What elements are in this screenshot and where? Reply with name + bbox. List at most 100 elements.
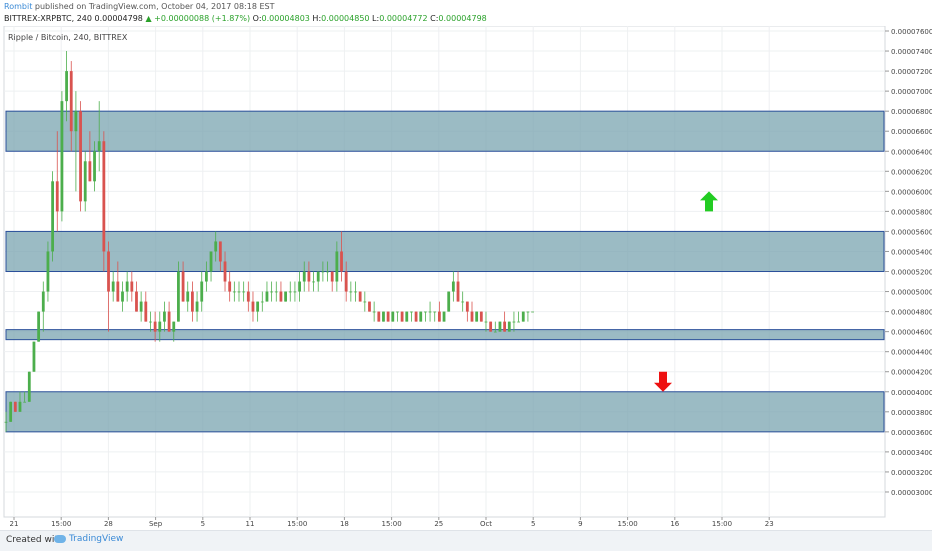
candle-body <box>386 311 390 322</box>
y-tick-label: 0.00005400 <box>891 248 932 256</box>
candle-body <box>209 251 213 272</box>
candle-body <box>163 311 166 322</box>
y-tick-label: 0.00003600 <box>891 429 932 437</box>
candle-body <box>130 281 134 292</box>
candle-body <box>93 151 96 182</box>
created-with-text: Created with <box>6 535 64 545</box>
candle-body <box>23 401 27 403</box>
candle-body <box>237 291 241 293</box>
x-tick-label: Sep <box>149 520 163 528</box>
candle-body <box>51 181 54 252</box>
candle-body <box>13 401 17 412</box>
candle-body <box>372 311 376 313</box>
candle-body <box>377 311 381 322</box>
publish-line: Rombit published on TradingView.com, Oct… <box>4 2 275 11</box>
candle-body <box>312 281 315 283</box>
candle-body <box>526 311 530 313</box>
candle-body <box>200 281 204 302</box>
candle-body <box>428 311 432 313</box>
x-tick-label: 15:00 <box>618 520 638 528</box>
candle-body <box>186 291 190 302</box>
x-tick-label: 18 <box>340 520 349 528</box>
candle-body <box>41 291 45 312</box>
y-tick-label: 0.00004400 <box>891 349 932 357</box>
candle-body <box>368 301 371 312</box>
price-change: +0.00000088 (+1.87%) <box>154 14 251 23</box>
candle-body <box>382 311 385 322</box>
candle-body <box>512 321 516 323</box>
price-chart[interactable]: 0.0000479802:41:40 Ripple / Bitcoin, 240… <box>0 25 932 530</box>
chart-area[interactable]: 0.0000479802:41:40 Ripple / Bitcoin, 240… <box>0 25 932 530</box>
candle-body <box>531 311 534 313</box>
candle-body <box>344 271 348 292</box>
candle-body <box>107 251 110 292</box>
candle-body <box>121 291 124 302</box>
candle-body <box>60 101 64 212</box>
x-tick-label: 15:00 <box>712 520 732 528</box>
up-triangle-icon: ▲ <box>145 14 152 23</box>
ohlc-line: BITTREX:XRPBTC, 240 0.00004798 ▲ +0.0000… <box>4 14 487 23</box>
candle-body <box>517 321 520 323</box>
cloud-icon <box>54 535 66 543</box>
candle-body <box>195 301 199 312</box>
candle-body <box>437 311 441 322</box>
candle-body <box>246 291 250 302</box>
y-tick-label: 0.00003800 <box>891 409 932 417</box>
candle-body <box>414 311 418 322</box>
down-arrow-icon <box>654 371 672 392</box>
y-axis[interactable]: 0.00007600 0.00007400 0.00007200 0.00007000… <box>885 28 932 497</box>
candle-body <box>503 321 507 332</box>
candle-body <box>484 321 488 323</box>
candle-body <box>340 251 343 272</box>
x-axis[interactable]: 21 15:00 28 Sep 5 11 15:00 18 15:00 25 Oct 5 9 15:00 1… <box>10 517 774 528</box>
close-value: 0.00004798 <box>438 14 487 23</box>
candle-body <box>177 271 180 322</box>
y-tick-label: 0.00006400 <box>891 148 932 156</box>
candle-body <box>228 281 232 292</box>
candles <box>4 51 534 432</box>
candle-body <box>125 281 129 292</box>
candle-body <box>172 321 176 332</box>
published-text: published on TradingView.com, October 04… <box>32 2 275 11</box>
candle-body <box>46 251 50 292</box>
y-tick-label: 0.00007600 <box>891 28 932 36</box>
footer: Created with TradingView <box>0 530 932 551</box>
symbol-label: BITTREX:XRPBTC, 240 <box>4 14 92 23</box>
candle-body <box>274 291 278 293</box>
candle-body <box>102 141 106 252</box>
candle-body <box>218 241 222 262</box>
y-tick-label: 0.00006000 <box>891 188 932 196</box>
candle-body <box>326 271 329 273</box>
candle-body <box>363 301 367 303</box>
y-tick-label: 0.00006600 <box>891 128 932 136</box>
candle-body <box>475 311 479 322</box>
candle-body <box>391 311 395 322</box>
support-resistance-zone <box>5 329 885 341</box>
candle-body <box>181 271 185 302</box>
candle-body <box>153 321 157 332</box>
candle-body <box>69 71 73 132</box>
x-tick-label: 16 <box>670 520 679 528</box>
y-tick-label: 0.00004200 <box>891 369 932 377</box>
y-tick-label: 0.00003000 <box>891 489 932 497</box>
current-price: 0.00004798 <box>94 14 143 23</box>
author-link[interactable]: Rombit <box>4 2 33 11</box>
candle-body <box>349 291 353 293</box>
candle-body <box>167 311 171 332</box>
candle-body <box>88 161 92 182</box>
candle-body <box>470 311 474 322</box>
candle-body <box>521 311 525 322</box>
candle-body <box>149 321 152 323</box>
signal-arrows <box>654 191 718 392</box>
candle-body <box>232 291 236 293</box>
x-tick-label: 15:00 <box>51 520 71 528</box>
candle-body <box>27 371 31 402</box>
candle-body <box>354 291 357 293</box>
candle-body <box>242 291 246 293</box>
x-tick-label: Oct <box>480 520 492 528</box>
tradingview-logo[interactable]: TradingView <box>54 534 123 544</box>
x-tick-label: 11 <box>246 520 255 528</box>
candle-body <box>79 111 82 202</box>
candle-body <box>74 111 78 132</box>
candle-body <box>55 181 59 212</box>
